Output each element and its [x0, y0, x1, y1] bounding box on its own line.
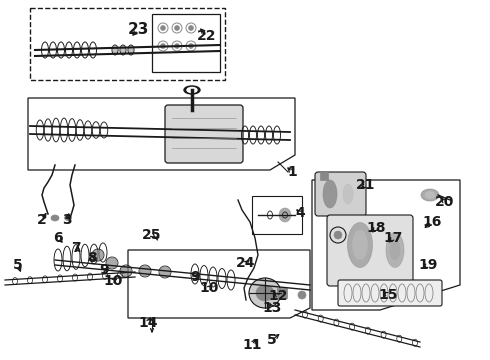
Text: 11: 11: [242, 338, 262, 352]
Bar: [152, 14, 220, 72]
Ellipse shape: [129, 46, 133, 54]
Text: 21: 21: [356, 178, 376, 192]
Text: 16: 16: [422, 215, 441, 229]
FancyBboxPatch shape: [165, 105, 243, 163]
Ellipse shape: [113, 46, 117, 54]
Ellipse shape: [421, 189, 439, 201]
Text: 5: 5: [267, 333, 277, 347]
FancyBboxPatch shape: [315, 172, 366, 216]
Ellipse shape: [249, 278, 281, 308]
Ellipse shape: [352, 230, 368, 260]
Ellipse shape: [343, 184, 353, 204]
Bar: [277, 288, 287, 298]
Text: 23: 23: [127, 22, 148, 37]
Ellipse shape: [425, 192, 435, 198]
Ellipse shape: [160, 267, 170, 277]
Text: 3: 3: [62, 213, 72, 227]
Text: 12: 12: [268, 289, 288, 303]
Text: 19: 19: [418, 258, 438, 272]
Text: 10: 10: [199, 281, 219, 295]
FancyBboxPatch shape: [338, 280, 442, 306]
Text: 24: 24: [236, 256, 256, 270]
Text: 18: 18: [366, 221, 386, 235]
Circle shape: [161, 26, 166, 31]
Ellipse shape: [107, 258, 117, 268]
Text: 20: 20: [435, 195, 455, 209]
Ellipse shape: [65, 216, 72, 220]
Ellipse shape: [121, 266, 131, 276]
Circle shape: [161, 44, 166, 49]
Ellipse shape: [323, 180, 337, 208]
Text: 1: 1: [287, 165, 297, 179]
Text: 14: 14: [138, 316, 158, 330]
Ellipse shape: [140, 266, 150, 276]
Ellipse shape: [390, 240, 400, 260]
Ellipse shape: [386, 233, 404, 267]
Text: 22: 22: [197, 29, 217, 43]
Text: 2: 2: [37, 213, 47, 227]
Ellipse shape: [187, 87, 197, 93]
Text: 4: 4: [295, 206, 305, 220]
Text: 5: 5: [13, 258, 23, 272]
Text: 15: 15: [378, 288, 398, 302]
Text: 7: 7: [71, 241, 81, 255]
Circle shape: [189, 44, 194, 49]
FancyBboxPatch shape: [327, 215, 413, 286]
Text: 25: 25: [142, 228, 162, 242]
Text: 13: 13: [262, 301, 282, 315]
Ellipse shape: [256, 285, 274, 301]
Text: 6: 6: [53, 231, 63, 245]
Text: 9: 9: [99, 263, 109, 277]
Bar: [30, 8, 225, 80]
Bar: [252, 196, 302, 234]
Text: 8: 8: [87, 251, 97, 265]
Circle shape: [174, 26, 179, 31]
Ellipse shape: [51, 215, 59, 221]
Circle shape: [174, 44, 179, 49]
Text: 10: 10: [103, 274, 122, 288]
Ellipse shape: [347, 222, 372, 267]
Ellipse shape: [184, 86, 200, 94]
Text: 9: 9: [190, 270, 200, 284]
Ellipse shape: [298, 291, 306, 299]
Text: 17: 17: [383, 231, 403, 245]
Circle shape: [189, 26, 194, 31]
Ellipse shape: [121, 46, 125, 54]
Ellipse shape: [279, 208, 291, 222]
Bar: [320, 172, 328, 180]
Ellipse shape: [93, 250, 103, 260]
Circle shape: [334, 231, 342, 239]
